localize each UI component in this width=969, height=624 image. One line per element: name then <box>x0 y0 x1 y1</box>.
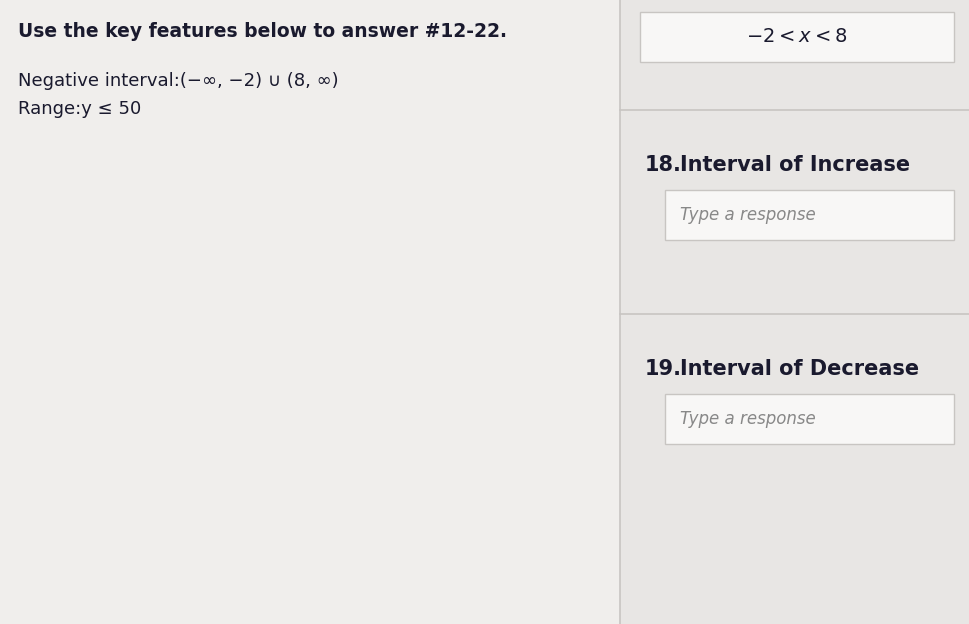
Text: Type a response: Type a response <box>680 410 816 428</box>
Bar <box>620 0 969 624</box>
Text: $-2 < x < 8$: $-2 < x < 8$ <box>746 27 848 47</box>
Bar <box>620 0 969 110</box>
Text: Type a response: Type a response <box>680 206 816 224</box>
FancyBboxPatch shape <box>640 12 954 62</box>
FancyBboxPatch shape <box>665 394 954 444</box>
Text: Interval of Decrease: Interval of Decrease <box>680 359 920 379</box>
Text: Negative interval:(−∞, −2) ∪ (8, ∞): Negative interval:(−∞, −2) ∪ (8, ∞) <box>18 72 338 90</box>
Text: 19.: 19. <box>645 359 682 379</box>
Text: 18.: 18. <box>645 155 682 175</box>
Text: Use the key features below to answer #12-22.: Use the key features below to answer #12… <box>18 22 507 41</box>
FancyBboxPatch shape <box>665 190 954 240</box>
Text: Range:y ≤ 50: Range:y ≤ 50 <box>18 100 141 118</box>
Bar <box>0 0 620 624</box>
Text: Interval of Increase: Interval of Increase <box>680 155 910 175</box>
